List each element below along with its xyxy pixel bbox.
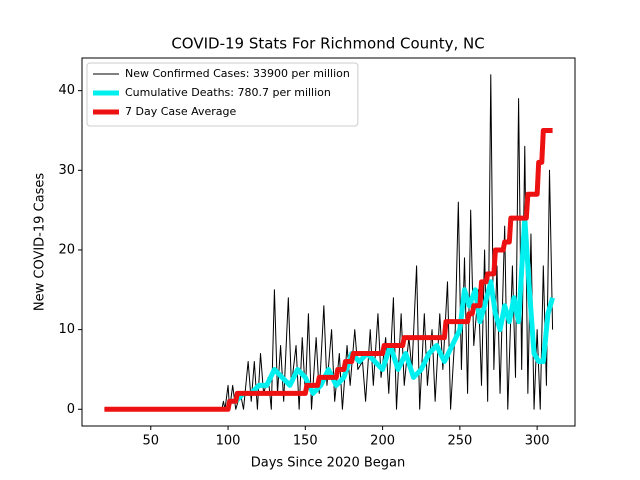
y-tick-label: 0 — [67, 402, 75, 417]
y-axis-label: New COVID-19 Cases — [33, 173, 48, 311]
y-tick-label: 40 — [58, 83, 75, 98]
chart-title: COVID-19 Stats For Richmond County, NC — [171, 35, 484, 53]
x-tick-label: 200 — [370, 434, 395, 449]
x-tick-label: 100 — [216, 434, 241, 449]
x-tick-label: 50 — [142, 434, 159, 449]
legend-label: New Confirmed Cases: 33900 per million — [125, 67, 350, 80]
legend-label: 7 Day Case Average — [125, 105, 237, 118]
x-axis-label: Days Since 2020 Began — [251, 456, 406, 471]
axes-frame — [81, 57, 576, 427]
legend-label: Cumulative Deaths: 780.7 per million — [125, 86, 331, 99]
y-tick-label: 20 — [58, 242, 75, 257]
legend-box — [86, 62, 359, 127]
series-line — [104, 127, 553, 412]
series-line — [228, 215, 555, 404]
x-tick-label: 250 — [447, 434, 472, 449]
y-tick-label: 30 — [58, 163, 75, 178]
y-tick-label: 10 — [58, 322, 75, 337]
legend: New Confirmed Cases: 33900 per million Cu… — [86, 62, 359, 127]
x-tick-label: 300 — [525, 434, 550, 449]
x-tick-label: 150 — [293, 434, 318, 449]
plot-area — [104, 74, 555, 412]
